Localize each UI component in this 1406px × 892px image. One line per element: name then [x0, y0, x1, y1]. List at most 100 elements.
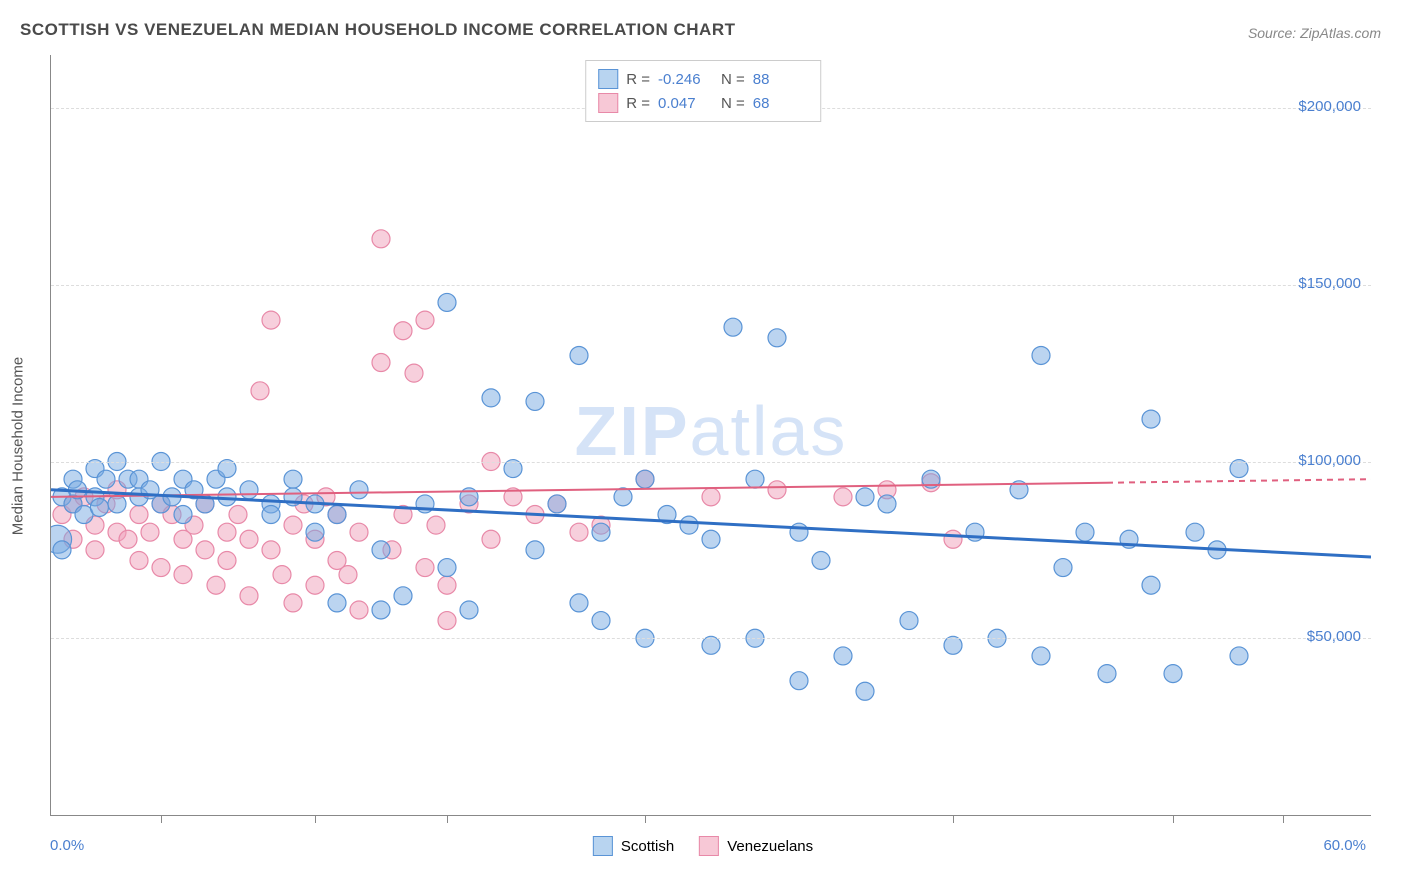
data-point: [834, 647, 852, 665]
x-tick: [1283, 815, 1284, 823]
data-point: [1186, 523, 1204, 541]
data-point: [372, 230, 390, 248]
data-point: [174, 506, 192, 524]
legend-row-scottish: R = -0.246 N = 88: [598, 67, 808, 91]
data-point: [944, 530, 962, 548]
data-point: [1032, 346, 1050, 364]
x-tick: [315, 815, 316, 823]
data-point: [97, 470, 115, 488]
data-point: [339, 566, 357, 584]
data-point: [482, 389, 500, 407]
series-legend: Scottish Venezuelans: [593, 836, 813, 856]
data-point: [1164, 665, 1182, 683]
data-point: [350, 523, 368, 541]
data-point: [856, 682, 874, 700]
x-tick: [1173, 815, 1174, 823]
data-point: [229, 506, 247, 524]
x-tick: [447, 815, 448, 823]
data-point: [1054, 559, 1072, 577]
data-point: [614, 488, 632, 506]
data-point: [570, 594, 588, 612]
data-point: [240, 530, 258, 548]
chart-title: SCOTTISH VS VENEZUELAN MEDIAN HOUSEHOLD …: [20, 20, 735, 40]
correlation-legend: R = -0.246 N = 88 R = 0.047 N = 68: [585, 60, 821, 122]
venezuelan-swatch: [598, 93, 618, 113]
data-point: [240, 481, 258, 499]
data-point: [1098, 665, 1116, 683]
data-point: [328, 506, 346, 524]
r-value-scottish: -0.246: [658, 71, 713, 88]
data-point: [284, 594, 302, 612]
r-label: R =: [626, 95, 650, 112]
data-point: [680, 516, 698, 534]
data-point: [1142, 410, 1160, 428]
data-point: [768, 481, 786, 499]
data-point: [790, 672, 808, 690]
n-label: N =: [721, 95, 745, 112]
scottish-swatch: [593, 836, 613, 856]
data-point: [174, 566, 192, 584]
data-point: [856, 488, 874, 506]
data-point: [196, 541, 214, 559]
r-value-venezuelan: 0.047: [658, 95, 713, 112]
data-point: [1142, 576, 1160, 594]
data-point: [438, 293, 456, 311]
y-tick-label: $150,000: [1298, 275, 1361, 292]
legend-label-venezuelan: Venezuelans: [727, 838, 813, 855]
r-label: R =: [626, 71, 650, 88]
data-point: [284, 516, 302, 534]
data-point: [108, 495, 126, 513]
data-point: [570, 523, 588, 541]
legend-venezuelan: Venezuelans: [699, 836, 813, 856]
scottish-swatch: [598, 69, 618, 89]
y-tick-label: $200,000: [1298, 98, 1361, 115]
n-value-venezuelan: 68: [753, 95, 808, 112]
data-point: [218, 523, 236, 541]
data-point: [438, 559, 456, 577]
data-point: [812, 551, 830, 569]
data-point: [834, 488, 852, 506]
data-point: [262, 541, 280, 559]
data-point: [416, 311, 434, 329]
data-point: [592, 523, 610, 541]
x-tick: [645, 815, 646, 823]
data-point: [702, 530, 720, 548]
data-point: [900, 612, 918, 630]
y-tick-label: $50,000: [1307, 628, 1361, 645]
source-attribution: Source: ZipAtlas.com: [1248, 25, 1381, 41]
data-point: [526, 541, 544, 559]
data-point: [372, 354, 390, 372]
data-point: [284, 470, 302, 488]
data-point: [878, 495, 896, 513]
legend-scottish: Scottish: [593, 836, 674, 856]
data-point: [1032, 647, 1050, 665]
n-value-scottish: 88: [753, 71, 808, 88]
data-point: [1230, 647, 1248, 665]
trend-line: [1107, 479, 1371, 483]
data-point: [328, 594, 346, 612]
y-tick-label: $100,000: [1298, 452, 1361, 469]
data-point: [724, 318, 742, 336]
data-point: [427, 516, 445, 534]
data-point: [636, 470, 654, 488]
data-point: [350, 601, 368, 619]
data-point: [460, 601, 478, 619]
data-point: [130, 506, 148, 524]
data-point: [405, 364, 423, 382]
data-point: [273, 566, 291, 584]
gridline: [51, 285, 1371, 286]
venezuelan-swatch: [699, 836, 719, 856]
data-point: [306, 576, 324, 594]
data-point: [262, 311, 280, 329]
data-point: [119, 530, 137, 548]
x-axis-max-label: 60.0%: [1323, 837, 1366, 854]
gridline: [51, 462, 1371, 463]
scatter-svg: [51, 55, 1371, 815]
data-point: [53, 541, 71, 559]
data-point: [218, 551, 236, 569]
legend-row-venezuelan: R = 0.047 N = 68: [598, 91, 808, 115]
data-point: [548, 495, 566, 513]
data-point: [90, 498, 108, 516]
y-axis-label: Median Household Income: [10, 357, 27, 535]
data-point: [372, 601, 390, 619]
